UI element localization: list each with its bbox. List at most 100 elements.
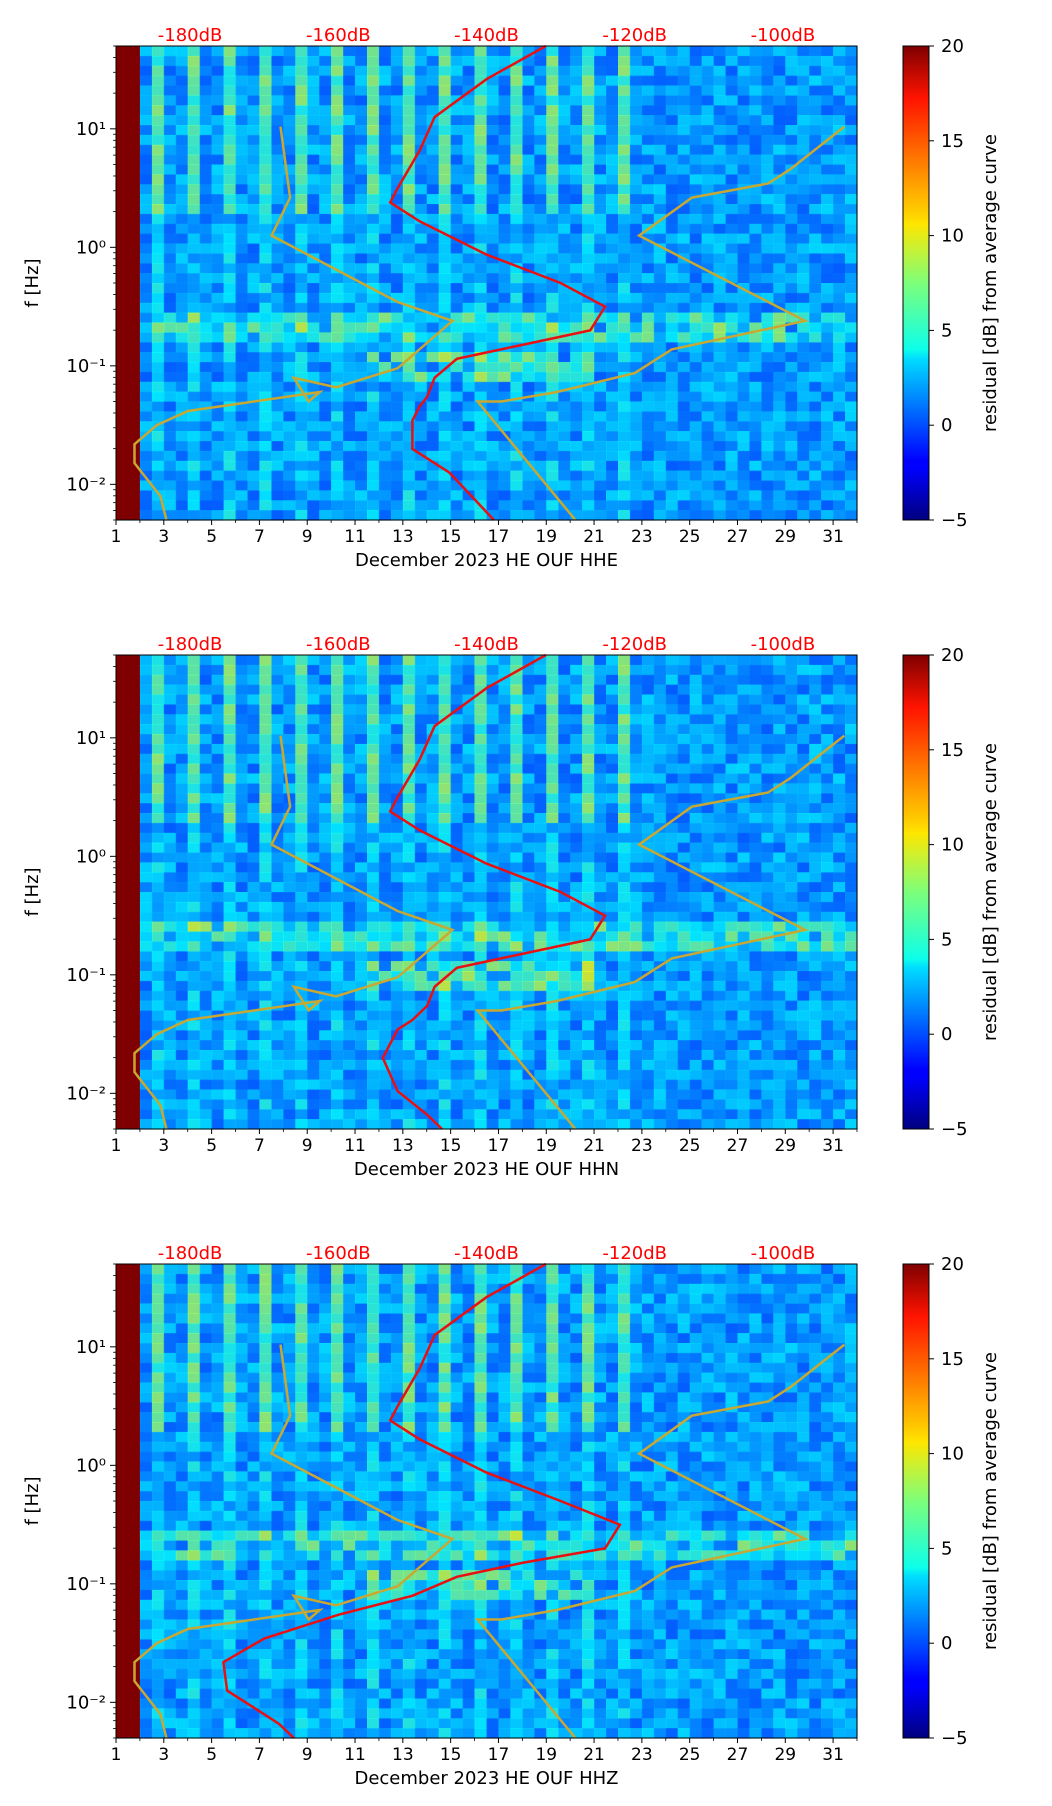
x-tick-label: 31 [822,527,844,547]
x-axis-label: December 2023 HE OUF HHZ [354,1768,618,1789]
x-tick-label: 7 [254,1745,265,1765]
x-axis-label: December 2023 HE OUF HHE [355,550,618,571]
x-tick-label: 19 [535,1745,557,1765]
saturated-band [116,655,140,1129]
y-axis-label: f [Hz] [22,258,43,307]
noise-model-curve-high [474,734,846,1130]
colorbar-tick-label: 10 [941,226,964,247]
y-tick-label: 10⁻¹ [66,1574,106,1595]
colorbar [902,654,930,1130]
noise-model-curve-low [133,735,455,1130]
saturated-band [116,46,140,520]
x-tick-label: 27 [727,1136,749,1156]
x-tick-label: 17 [488,1745,510,1765]
x-tick-label: 1 [111,1136,122,1156]
x-tick-label: 11 [344,1136,366,1156]
x-tick-label: 11 [344,527,366,547]
x-tick-label: 21 [583,1136,605,1156]
colorbar-tick-label: 10 [941,835,964,856]
colorbar-label: residual [dB] from average curve [980,1352,1001,1650]
colorbar-tick-label: 15 [941,131,964,152]
x-tick-label: 29 [774,1745,796,1765]
colorbar-tick-label: 0 [941,415,952,436]
colorbar-tick-label: 15 [941,1349,964,1370]
colorbar [902,45,930,521]
colorbar-tick-label: −5 [941,1728,968,1749]
y-tick-label: 10¹ [76,728,106,749]
colorbar-tick-label: −5 [941,1119,968,1140]
y-tick-label: 10¹ [76,1337,106,1358]
x-tick-label: 31 [822,1136,844,1156]
x-tick-label: 17 [488,1136,510,1156]
y-tick-label: 10⁻² [66,474,106,495]
y-tick-label: 10⁻¹ [66,356,106,377]
average-psd-curve [388,44,607,521]
colorbar-label: residual [dB] from average curve [980,743,1001,1041]
x-tick-label: 5 [206,527,217,547]
x-tick-label: 31 [822,1745,844,1765]
colorbar-tick-label: 5 [941,929,952,950]
x-tick-label: 27 [727,1745,749,1765]
x-tick-label: 3 [158,1745,169,1765]
x-tick-label: 5 [206,1136,217,1156]
x-tick-label: 25 [679,1745,701,1765]
db-scale-label: -100dB [751,25,816,46]
colorbar-tick-label: −5 [941,510,968,531]
db-scale-label: -160dB [306,634,371,655]
x-tick-label: 21 [583,1745,605,1765]
x-tick-label: 3 [158,527,169,547]
average-psd-curve [381,653,607,1130]
db-scale-label: -140dB [454,1243,519,1264]
x-tick-label: 17 [488,527,510,547]
x-tick-label: 19 [535,527,557,547]
colorbar-tick-label: 15 [941,740,964,761]
x-tick-label: 23 [631,527,653,547]
y-axis-label: f [Hz] [22,867,43,916]
heatmap-cells [116,1264,858,1739]
db-scale-label: -140dB [454,634,519,655]
noise-model-curve-low [133,126,455,521]
colorbar-tick-label: 20 [941,1254,964,1275]
db-scale-label: -180dB [158,1243,223,1264]
x-tick-label: 5 [206,1745,217,1765]
x-tick-label: 23 [631,1745,653,1765]
noise-model-curve-high [474,1343,846,1739]
x-tick-label: 7 [254,527,265,547]
x-tick-label: 3 [158,1136,169,1156]
colorbar-tick-label: 5 [941,320,952,341]
x-axis-label: December 2023 HE OUF HHN [354,1159,619,1180]
x-tick-label: 29 [774,1136,796,1156]
x-tick-label: 27 [727,527,749,547]
y-tick-label: 10⁰ [76,846,106,867]
heatmap-cells [116,46,858,521]
heatmap-cells [116,655,858,1130]
db-scale-label: -120dB [602,1243,667,1264]
y-tick-label: 10⁰ [76,237,106,258]
y-tick-label: 10⁻¹ [66,965,106,986]
db-scale-label: -180dB [158,634,223,655]
colorbar-tick-label: 10 [941,1444,964,1465]
y-tick-label: 10⁰ [76,1455,106,1476]
db-scale-label: -120dB [602,25,667,46]
y-axis-label: f [Hz] [22,1476,43,1525]
x-tick-label: 1 [111,527,122,547]
x-tick-label: 23 [631,1136,653,1156]
colorbar [902,1263,930,1739]
average-psd-curve [222,1262,622,1739]
x-tick-label: 19 [535,1136,557,1156]
x-tick-label: 15 [440,1745,462,1765]
x-tick-label: 25 [679,1136,701,1156]
db-scale-label: -160dB [306,1243,371,1264]
colorbar-label: residual [dB] from average curve [980,134,1001,432]
x-tick-label: 15 [440,1136,462,1156]
x-tick-label: 13 [392,1745,414,1765]
x-tick-label: 25 [679,527,701,547]
y-tick-label: 10¹ [76,119,106,140]
db-scale-label: -140dB [454,25,519,46]
db-scale-label: -120dB [602,634,667,655]
x-tick-label: 21 [583,527,605,547]
